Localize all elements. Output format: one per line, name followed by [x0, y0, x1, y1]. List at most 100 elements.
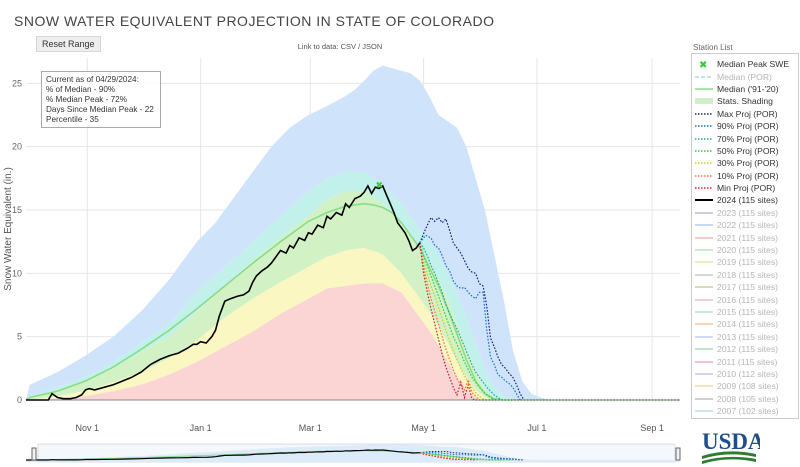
legend-item[interactable]: 2019 (115 sites)	[692, 256, 798, 268]
chart-area: ✖ 0 5 10 15 20 25 Nov 1 Jan 1 Mar 1 May 1 Jul 1 Sep …	[3, 58, 681, 463]
series-2024-line	[26, 184, 421, 401]
legend-item[interactable]: 90% Proj (POR)	[692, 120, 798, 132]
legend-item[interactable]: 2017 (115 sites)	[692, 281, 798, 293]
legend-item[interactable]: 2022 (115 sites)	[692, 219, 798, 231]
legend-swatch	[695, 336, 713, 338]
legend-label: 2016 (115 sites)	[717, 294, 778, 305]
band-70-30	[26, 191, 680, 400]
navigator-handle-right[interactable]	[675, 447, 681, 461]
legend-item[interactable]: Median ('91-'20)	[692, 83, 798, 95]
legend-item[interactable]: 10% Proj (POR)	[692, 170, 798, 182]
legend-swatch	[695, 113, 713, 115]
y-tick-label: 10	[12, 268, 22, 278]
legend-label: 2023 (115 sites)	[717, 207, 778, 218]
band-max-90	[26, 65, 680, 400]
usda-logo: USDA	[702, 429, 760, 464]
legend-label: 10% Proj (POR)	[717, 170, 779, 181]
legend-swatch	[695, 360, 713, 363]
legend-label: 2021 (115 sites)	[717, 232, 778, 243]
svg-text:✖: ✖	[699, 60, 707, 68]
legend-item[interactable]: 2023 (115 sites)	[692, 207, 798, 219]
projection-line	[419, 242, 480, 401]
legend-label: 2020 (115 sites)	[717, 245, 778, 256]
legend-label: 2007 (102 sites)	[717, 406, 779, 417]
median-peak-marker: ✖	[376, 180, 384, 190]
legend-label: Max Proj (POR)	[717, 108, 778, 119]
median-91-20-line	[25, 202, 513, 401]
x-tick-label: Jan 1	[190, 423, 212, 433]
legend-item[interactable]: 2021 (115 sites)	[692, 231, 798, 243]
legend-label: Median (POR)	[717, 71, 772, 82]
legend-item[interactable]: 2011 (115 sites)	[692, 355, 798, 367]
legend-label: Median Peak SWE	[717, 59, 790, 70]
legend-swatch	[695, 274, 713, 276]
x-tick-label: Sep 1	[640, 423, 664, 433]
legend-swatch	[695, 261, 713, 264]
legend-swatch	[695, 385, 713, 388]
y-tick-label: 5	[17, 332, 22, 342]
legend-label: 2017 (115 sites)	[717, 282, 778, 293]
legend-item[interactable]: ✖ Median Peak SWE	[692, 58, 798, 70]
legend-item[interactable]: 70% Proj (POR)	[692, 132, 798, 144]
legend-item[interactable]: 50% Proj (POR)	[692, 145, 798, 157]
legend-item[interactable]: Median (POR)	[692, 70, 798, 82]
legend-item[interactable]: 2009 (108 sites)	[692, 380, 798, 392]
legend-swatch	[695, 187, 713, 189]
projection-line	[419, 234, 521, 401]
navigator-handle-left[interactable]	[31, 447, 37, 461]
legend-item[interactable]: Max Proj (POR)	[692, 108, 798, 120]
navigator-2024	[26, 449, 420, 461]
band-30-10	[26, 248, 680, 400]
legend-swatch	[695, 199, 713, 202]
legend-label: 2008 (105 sites)	[717, 393, 779, 404]
projection-line	[419, 242, 487, 401]
navigator-projection	[419, 452, 487, 461]
legend-label: 30% Proj (POR)	[717, 158, 779, 169]
legend-label: 2014 (115 sites)	[717, 319, 778, 330]
legend-swatch	[695, 137, 713, 140]
legend-label: 70% Proj (POR)	[717, 133, 779, 144]
x-tick-label: Nov 1	[76, 423, 100, 433]
legend-item[interactable]: Min Proj (POR)	[692, 182, 798, 194]
reset-range-button[interactable]: Reset Range	[36, 36, 101, 52]
legend-item[interactable]: 2014 (115 sites)	[692, 318, 798, 330]
legend-swatch	[695, 348, 713, 350]
legend-swatch	[695, 75, 713, 78]
legend-swatch	[695, 410, 713, 412]
legend-item[interactable]: 2016 (115 sites)	[692, 293, 798, 305]
legend-item[interactable]: 2018 (115 sites)	[692, 269, 798, 281]
station-list-label: Station List	[693, 43, 733, 52]
legend-label: Stats. Shading	[717, 96, 773, 107]
usda-logo-stripe	[702, 456, 756, 464]
legend-swatch	[695, 323, 713, 326]
legend-item[interactable]: 2012 (115 sites)	[692, 343, 798, 355]
legend-item[interactable]: 2008 (105 sites)	[692, 393, 798, 405]
band-10-min	[26, 283, 680, 400]
legend-item[interactable]: 2013 (115 sites)	[692, 331, 798, 343]
legend-item[interactable]: 30% Proj (POR)	[692, 157, 798, 169]
info-line: Current as of 04/29/2024:	[46, 75, 139, 84]
legend-item[interactable]: 2024 (115 sites)	[692, 194, 798, 206]
legend-label: 2022 (115 sites)	[717, 220, 778, 231]
legend-item[interactable]: 2007 (102 sites)	[692, 405, 798, 417]
legend-swatch	[695, 311, 713, 313]
legend-swatch	[695, 162, 713, 165]
legend-item[interactable]: 2020 (115 sites)	[692, 244, 798, 256]
projection-line	[419, 242, 495, 401]
y-axis-label: Snow Water Equivalent (in.)	[3, 167, 14, 291]
legend-item[interactable]: 2010 (112 sites)	[692, 368, 798, 380]
info-box: Current as of 04/29/2024: % of Median - …	[41, 71, 161, 128]
legend-item[interactable]: Stats. Shading	[692, 95, 798, 107]
station-list-legend: ✖ Median Peak SWE Median (POR) Median ('91-…	[691, 53, 799, 419]
data-link[interactable]: Link to data: CSV / JSON	[297, 42, 383, 51]
legend-label: 2018 (115 sites)	[717, 269, 778, 280]
y-tick-label: 20	[12, 142, 22, 152]
info-line: Days Since Median Peak - 22	[46, 105, 154, 114]
legend-item[interactable]: 2015 (115 sites)	[692, 306, 798, 318]
legend-swatch	[695, 150, 713, 152]
legend-label: 90% Proj (POR)	[717, 121, 779, 132]
legend-label: 2011 (115 sites)	[717, 356, 778, 367]
legend-label: 50% Proj (POR)	[717, 145, 779, 156]
legend-label: Median ('91-'20)	[717, 83, 779, 94]
x-tick-label: May 1	[411, 423, 436, 433]
